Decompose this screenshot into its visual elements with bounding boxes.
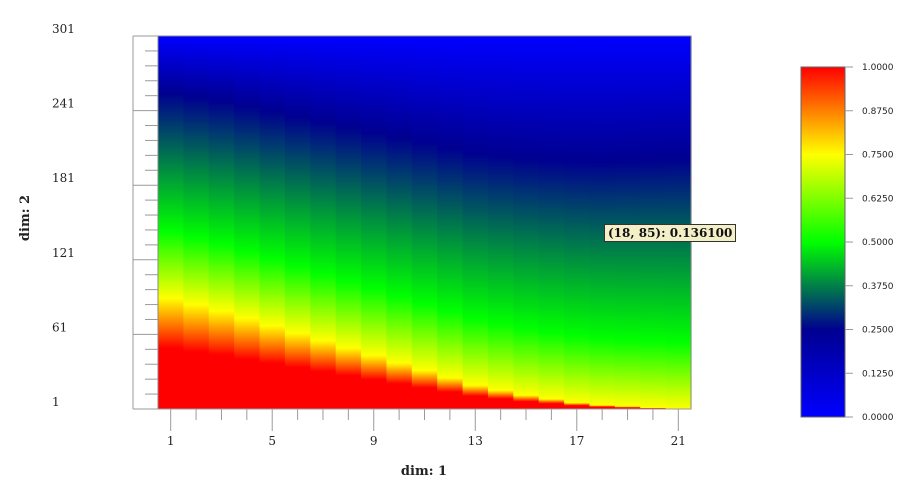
heatmap-column[interactable] [437, 36, 464, 409]
x-tick-label: 13 [468, 434, 483, 448]
heatmap-column[interactable] [589, 36, 616, 409]
colorbar-tick-label: 0.8750 [862, 107, 894, 117]
colorbar-tick-label: 0.5000 [862, 238, 894, 248]
colorbar-ticks: 1.0000 0.8750 0.7500 0.6250 0.5000 0.3750 0.25… [845, 63, 894, 423]
colorbar-tick-label: 0.7500 [862, 151, 894, 161]
y-tick-label: 301 [52, 22, 75, 36]
heatmap-cells[interactable] [158, 36, 692, 409]
heatmap-column[interactable] [284, 36, 311, 409]
heatmap-column[interactable] [538, 36, 565, 409]
heatmap-column[interactable] [411, 36, 438, 409]
x-tick-label: 1 [167, 434, 175, 448]
heatmap-column[interactable] [361, 36, 388, 409]
y-tick-label: 121 [52, 246, 75, 260]
heatmap-column[interactable] [183, 36, 210, 409]
heatmap-column[interactable] [564, 36, 591, 409]
heatmap-column[interactable] [234, 36, 261, 409]
x-tick-label: 5 [268, 434, 276, 448]
y-tick-label: 241 [52, 97, 75, 111]
colorbar-tick-label: 0.6250 [862, 194, 894, 204]
heatmap-column[interactable] [208, 36, 235, 409]
heatmap-column[interactable] [335, 36, 362, 409]
colorbar-tick-label: 0.3750 [862, 282, 894, 292]
colorbar-tick-label: 1.0000 [862, 63, 894, 73]
heatmap-column[interactable] [513, 36, 540, 409]
x-axis-ticks: 1 5 9 13 17 21 [167, 409, 686, 448]
y-axis-ticks: 1 61 121 181 241 301 [52, 22, 158, 410]
colorbar-tick-label: 0.0000 [862, 413, 894, 423]
x-tick-label: 21 [671, 434, 686, 448]
colorbar-tick-label: 0.1250 [862, 369, 894, 379]
x-axis-title: dim: 1 [401, 464, 447, 479]
y-tick-label: 1 [52, 395, 60, 409]
hover-tooltip: (18, 85): 0.136100 [604, 224, 737, 242]
heatmap-column[interactable] [665, 36, 692, 409]
heatmap-column[interactable] [640, 36, 667, 409]
colorbar [800, 66, 846, 418]
x-tick-label: 9 [370, 434, 378, 448]
y-tick-label: 61 [52, 320, 67, 334]
heatmap-column[interactable] [158, 36, 184, 409]
y-axis-title: dim: 2 [18, 195, 33, 241]
heatmap-column[interactable] [614, 36, 641, 409]
y-tick-label: 181 [52, 171, 75, 185]
colorbar-tick-label: 0.2500 [862, 326, 894, 336]
heatmap-column[interactable] [310, 36, 337, 409]
x-tick-label: 17 [569, 434, 584, 448]
heatmap-column[interactable] [259, 36, 286, 409]
heatmap-column[interactable] [462, 36, 489, 409]
heatmap-column[interactable] [487, 36, 514, 409]
heatmap-column[interactable] [386, 36, 413, 409]
